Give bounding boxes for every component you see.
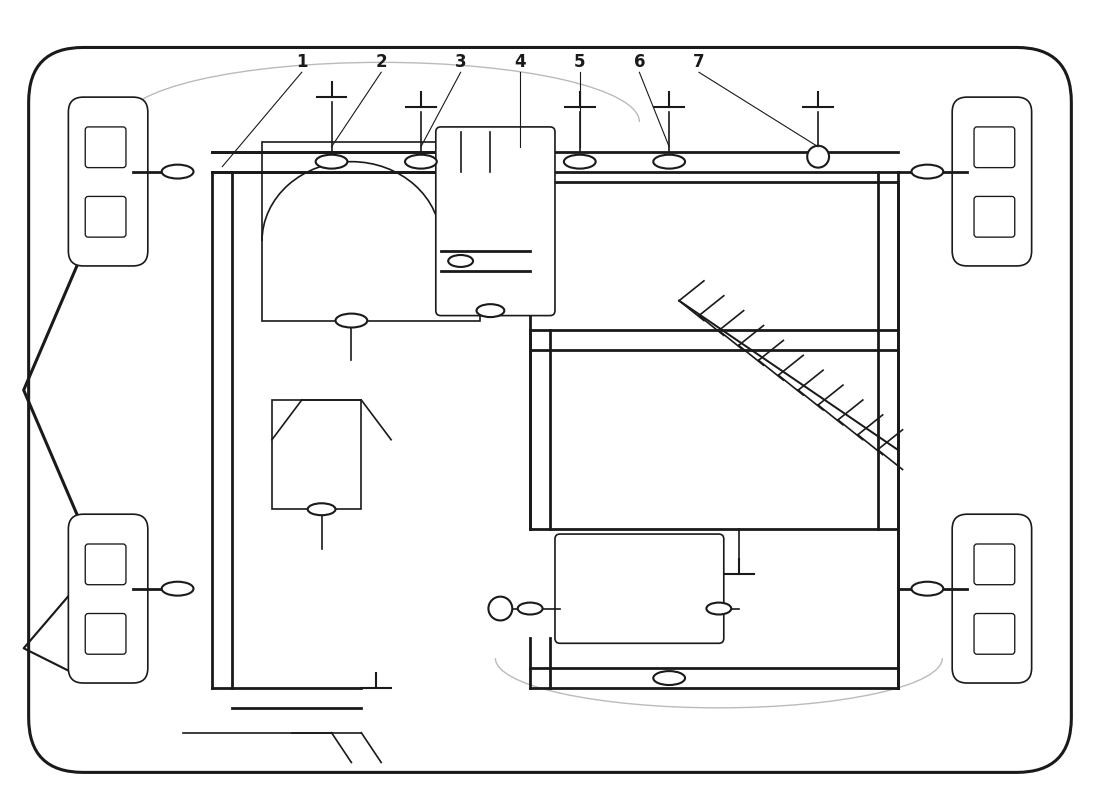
Ellipse shape	[336, 314, 367, 327]
Ellipse shape	[706, 602, 732, 614]
Circle shape	[807, 146, 829, 168]
FancyBboxPatch shape	[974, 127, 1014, 168]
FancyBboxPatch shape	[953, 514, 1032, 683]
FancyBboxPatch shape	[974, 544, 1014, 585]
FancyBboxPatch shape	[953, 97, 1032, 266]
Text: eurospares: eurospares	[123, 638, 246, 658]
Text: eurospares: eurospares	[550, 638, 673, 658]
FancyBboxPatch shape	[86, 127, 126, 168]
FancyBboxPatch shape	[974, 197, 1014, 237]
FancyBboxPatch shape	[86, 614, 126, 654]
Text: 6: 6	[634, 54, 645, 71]
Text: 3: 3	[454, 54, 466, 71]
Text: 1: 1	[296, 54, 308, 71]
Ellipse shape	[476, 304, 504, 317]
Ellipse shape	[653, 154, 685, 169]
Ellipse shape	[912, 165, 944, 178]
Ellipse shape	[912, 582, 944, 596]
Ellipse shape	[405, 154, 437, 169]
FancyBboxPatch shape	[530, 182, 898, 529]
Text: 5: 5	[574, 54, 585, 71]
Text: eurospares: eurospares	[123, 271, 246, 290]
Text: 7: 7	[693, 54, 705, 71]
Ellipse shape	[308, 503, 336, 515]
Text: 2: 2	[375, 54, 387, 71]
Text: eurospares: eurospares	[550, 271, 673, 290]
FancyBboxPatch shape	[272, 400, 361, 510]
FancyBboxPatch shape	[86, 544, 126, 585]
FancyBboxPatch shape	[68, 514, 147, 683]
FancyBboxPatch shape	[29, 47, 1071, 772]
FancyBboxPatch shape	[262, 142, 481, 321]
Circle shape	[488, 597, 513, 621]
Text: 4: 4	[515, 54, 526, 71]
FancyBboxPatch shape	[86, 197, 126, 237]
Ellipse shape	[162, 165, 194, 178]
Ellipse shape	[162, 582, 194, 596]
Ellipse shape	[316, 154, 348, 169]
Ellipse shape	[653, 671, 685, 685]
Ellipse shape	[448, 255, 473, 267]
Ellipse shape	[518, 602, 542, 614]
FancyBboxPatch shape	[68, 97, 147, 266]
FancyBboxPatch shape	[974, 614, 1014, 654]
FancyBboxPatch shape	[436, 127, 556, 315]
Ellipse shape	[564, 154, 596, 169]
FancyBboxPatch shape	[556, 534, 724, 643]
